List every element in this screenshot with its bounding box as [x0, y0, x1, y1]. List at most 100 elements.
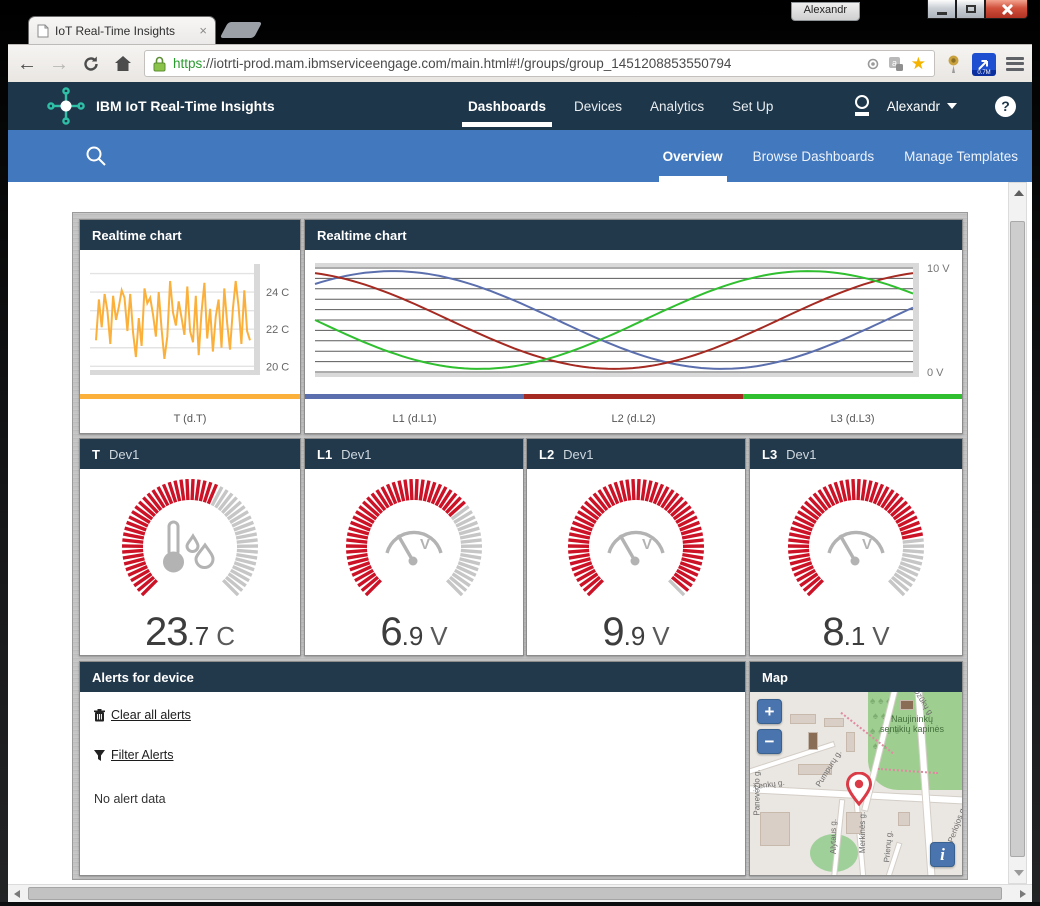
- app-title: IBM IoT Real-Time Insights: [96, 98, 275, 114]
- nav-analytics[interactable]: Analytics: [650, 98, 705, 114]
- panel-gauge-L2: L2 Dev1 V 9.9 V: [526, 438, 746, 656]
- voltage-line-chart: 10 V 0 V: [314, 263, 950, 379]
- close-button[interactable]: [985, 0, 1028, 19]
- subnav-manage-templates[interactable]: Manage Templates: [904, 148, 1018, 164]
- svg-text:24 C: 24 C: [266, 287, 289, 299]
- scroll-up-arrow-icon[interactable]: [1014, 190, 1024, 196]
- no-alert-data-text: No alert data: [94, 792, 166, 806]
- filter-alerts-link[interactable]: Filter Alerts: [94, 748, 731, 762]
- legend-label-L3: L3 (d.L3): [830, 413, 875, 425]
- clear-all-alerts-link[interactable]: Clear all alerts: [94, 708, 731, 722]
- legend-label-L2: L2 (d.L2): [611, 413, 656, 425]
- svg-text:V: V: [642, 536, 652, 553]
- subnav-links: Overview Browse Dashboards Manage Templa…: [658, 130, 1018, 182]
- app-header: IBM IoT Real-Time Insights Dashboards De…: [8, 82, 1032, 130]
- svg-text:10 V: 10 V: [927, 263, 950, 275]
- gauge-device: Dev1: [786, 446, 817, 462]
- bookmark-star-icon[interactable]: ★: [910, 53, 926, 73]
- gauge-device: Dev1: [563, 446, 594, 462]
- tab-close-icon[interactable]: ×: [199, 23, 207, 38]
- gauge-value-L1: 6.9 V: [380, 610, 448, 654]
- gauge-dial-L2: V: [567, 478, 705, 597]
- pin-extension-icon[interactable]: [945, 54, 962, 74]
- translate-icon[interactable]: a: [888, 56, 904, 72]
- chart-legend: [80, 394, 300, 399]
- chrome-menu-icon[interactable]: [1006, 56, 1024, 71]
- map-info-button[interactable]: i: [930, 842, 955, 867]
- new-tab-button[interactable]: [219, 22, 263, 38]
- map-zoom-in-button[interactable]: +: [757, 699, 782, 724]
- gauge-param: L1: [317, 446, 333, 462]
- gauge-value-L2: 9.9 V: [602, 610, 670, 654]
- user-icon[interactable]: [851, 94, 873, 118]
- gauge-dial-L1: V: [345, 478, 483, 597]
- nav-setup[interactable]: Set Up: [732, 98, 774, 114]
- svg-text:0 V: 0 V: [927, 367, 944, 379]
- panel-title: Alerts for device: [80, 662, 745, 692]
- map-building: [798, 764, 832, 775]
- refresh-icon: [84, 56, 98, 71]
- page: IBM IoT Real-Time Insights Dashboards De…: [8, 82, 1032, 884]
- maximize-button[interactable]: [956, 0, 985, 19]
- panel-realtime-chart-temperature: Realtime chart 24 C 22 C 20 C T (d.T): [79, 219, 301, 434]
- svg-text:V: V: [420, 536, 430, 553]
- url-text[interactable]: https://iotrti-prod.mam.ibmserviceengage…: [173, 56, 732, 71]
- dashboard-content: Realtime chart 24 C 22 C 20 C T (d.T) Real…: [8, 182, 1032, 884]
- map-building: [846, 732, 855, 752]
- chart-legend: [305, 394, 962, 399]
- map-building: [808, 732, 818, 750]
- horizontal-scroll-thumb[interactable]: [28, 887, 1002, 900]
- map-place-label: Naujininkų sentikių kapinės: [879, 714, 945, 734]
- back-button[interactable]: ←: [17, 52, 37, 75]
- map-building: [824, 718, 844, 727]
- browser-profile-button[interactable]: Alexandr: [790, 2, 860, 21]
- map-building: [846, 812, 862, 834]
- search-icon[interactable]: [84, 144, 108, 168]
- iot-logo-icon: [47, 87, 85, 125]
- minimize-button[interactable]: [927, 0, 956, 19]
- map-building: [760, 812, 790, 846]
- legend-label-L1: L1 (d.L1): [392, 413, 437, 425]
- tab-title: IoT Real-Time Insights: [55, 23, 176, 38]
- home-button[interactable]: [112, 53, 134, 75]
- panel-gauge-L3: L3 Dev1 V 8.1 V: [749, 438, 963, 656]
- browser-tab[interactable]: IoT Real-Time Insights ×: [28, 16, 216, 44]
- panel-title: Realtime chart: [80, 220, 300, 250]
- panel-title: Realtime chart: [305, 220, 962, 250]
- map-zoom-out-button[interactable]: −: [757, 729, 782, 754]
- subnav-overview[interactable]: Overview: [658, 130, 727, 182]
- temperature-line-chart: 24 C 22 C 20 C: [90, 264, 289, 375]
- trash-icon: [94, 708, 105, 721]
- svg-text:20 C: 20 C: [266, 361, 289, 373]
- scroll-right-arrow-icon[interactable]: [1020, 890, 1026, 898]
- nav-dashboards[interactable]: Dashboards: [461, 82, 553, 130]
- user-menu[interactable]: Alexandr: [887, 99, 957, 114]
- geolocation-icon[interactable]: [865, 56, 881, 72]
- downloader-extension-icon[interactable]: 0.7M: [972, 52, 996, 76]
- chevron-down-icon: [947, 103, 957, 109]
- vertical-scrollbar[interactable]: [1008, 182, 1027, 884]
- gauge-value-T: 23.7 C: [145, 610, 235, 654]
- map-building: [898, 812, 910, 826]
- nav-devices[interactable]: Devices: [574, 98, 623, 114]
- scroll-down-arrow-icon[interactable]: [1014, 870, 1024, 876]
- browser-toolbar: ← → https://iotrti-prod.mam.ibmserviceen…: [8, 44, 1032, 82]
- help-button[interactable]: ?: [995, 95, 1016, 117]
- refresh-button[interactable]: [80, 53, 102, 75]
- scroll-left-arrow-icon[interactable]: [14, 890, 20, 898]
- vertical-scroll-thumb[interactable]: [1010, 221, 1025, 857]
- map-building: [790, 714, 816, 724]
- map[interactable]: ♠ ♠ ♠ ♠ ♠ ♠♠ ♠ ♠ ♠ ♠ ♠: [750, 692, 962, 875]
- panel-gauge-T: T Dev1 23.7 C: [79, 438, 301, 656]
- window-frame: [0, 902, 1040, 906]
- gauge-device: Dev1: [341, 446, 372, 462]
- panel-map: Map ♠ ♠ ♠ ♠ ♠ ♠♠ ♠ ♠ ♠ ♠ ♠: [749, 661, 963, 876]
- horizontal-scrollbar[interactable]: [8, 884, 1032, 902]
- titlebar: IoT Real-Time Insights × Alexandr: [0, 0, 1040, 44]
- forward-button[interactable]: →: [49, 52, 69, 75]
- subnav-browse-dashboards[interactable]: Browse Dashboards: [752, 148, 875, 164]
- map-building: [900, 700, 914, 710]
- gauge-value-L3: 8.1 V: [822, 610, 890, 654]
- address-bar[interactable]: https://iotrti-prod.mam.ibmserviceengage…: [144, 50, 935, 77]
- page-favicon-icon: [37, 24, 49, 37]
